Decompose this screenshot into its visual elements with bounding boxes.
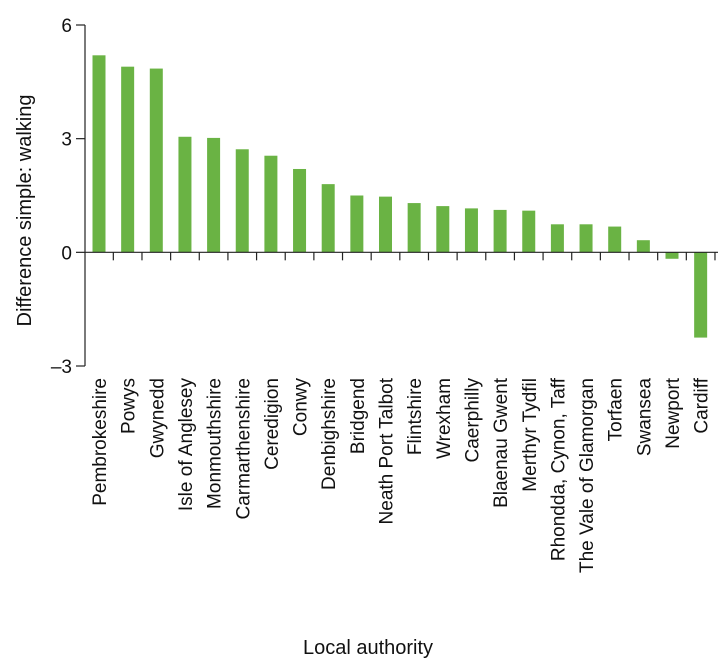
x-tick-labels: Pembrokeshire Powys Gwynedd Isle of Anglese… xyxy=(90,377,713,573)
y-axis: 6 3 0 –3 xyxy=(51,16,86,378)
x-tick-label: Denbighshire xyxy=(319,378,340,490)
y-tick-label: 0 xyxy=(61,243,72,264)
x-axis-title: Local authority xyxy=(303,637,433,659)
y-tick-label: 3 xyxy=(61,130,72,151)
bar xyxy=(493,209,507,253)
bar xyxy=(149,68,163,253)
bar xyxy=(665,252,679,259)
x-tick-label: Newport xyxy=(663,377,684,448)
x-tick-label: Ceredigion xyxy=(262,378,283,470)
bar xyxy=(636,240,650,253)
bar xyxy=(264,155,278,253)
bar xyxy=(436,206,450,253)
x-tick-label: The Vale of Glamorgan xyxy=(577,378,598,573)
x-tick-label: Pembrokeshire xyxy=(90,378,111,506)
x-tick-label: Isle of Anglesey xyxy=(176,378,197,512)
x-tick-label: Swansea xyxy=(634,378,655,457)
x-tick-label: Powys xyxy=(119,378,140,434)
x-tick-label: Bridgend xyxy=(348,378,369,454)
bar xyxy=(321,184,335,253)
bar xyxy=(579,224,593,253)
x-tick-label: Monmouthshire xyxy=(205,378,226,509)
x-tick-label: Cardiff xyxy=(692,377,713,433)
bar xyxy=(350,195,364,253)
bars xyxy=(92,55,708,338)
x-tick-label: Gwynedd xyxy=(147,378,168,458)
x-tick-label: Blaenau Gwent xyxy=(491,377,512,508)
bar xyxy=(522,210,536,253)
y-tick-label: –3 xyxy=(51,357,72,378)
x-tick-label: Conwy xyxy=(291,378,312,437)
bar xyxy=(464,208,478,253)
x-tick-label: Carmarthenshire xyxy=(233,378,254,520)
bar xyxy=(121,66,135,253)
y-axis-title: Difference simple: walking xyxy=(14,95,36,327)
x-tick-label: Caerphilly xyxy=(462,378,483,463)
bar xyxy=(694,252,708,338)
bar xyxy=(379,196,392,253)
bar xyxy=(92,55,106,253)
bar xyxy=(550,224,564,253)
x-tick-label: Torfaen xyxy=(606,378,627,441)
bar xyxy=(407,203,421,253)
x-tick-label: Flintshire xyxy=(405,378,426,455)
bar xyxy=(293,168,307,253)
x-tick-label: Rhondda, Cynon, Taff xyxy=(548,377,569,561)
bar xyxy=(178,136,192,253)
bar xyxy=(207,137,221,253)
y-tick-label: 6 xyxy=(61,16,72,37)
x-tick-label: Merthyr Tydfil xyxy=(520,378,541,492)
x-tick-label: Wrexham xyxy=(434,378,455,459)
bar xyxy=(235,149,249,253)
x-axis xyxy=(85,251,718,261)
bar xyxy=(608,226,622,253)
x-tick-label: Neath Port Talbot xyxy=(377,377,398,524)
